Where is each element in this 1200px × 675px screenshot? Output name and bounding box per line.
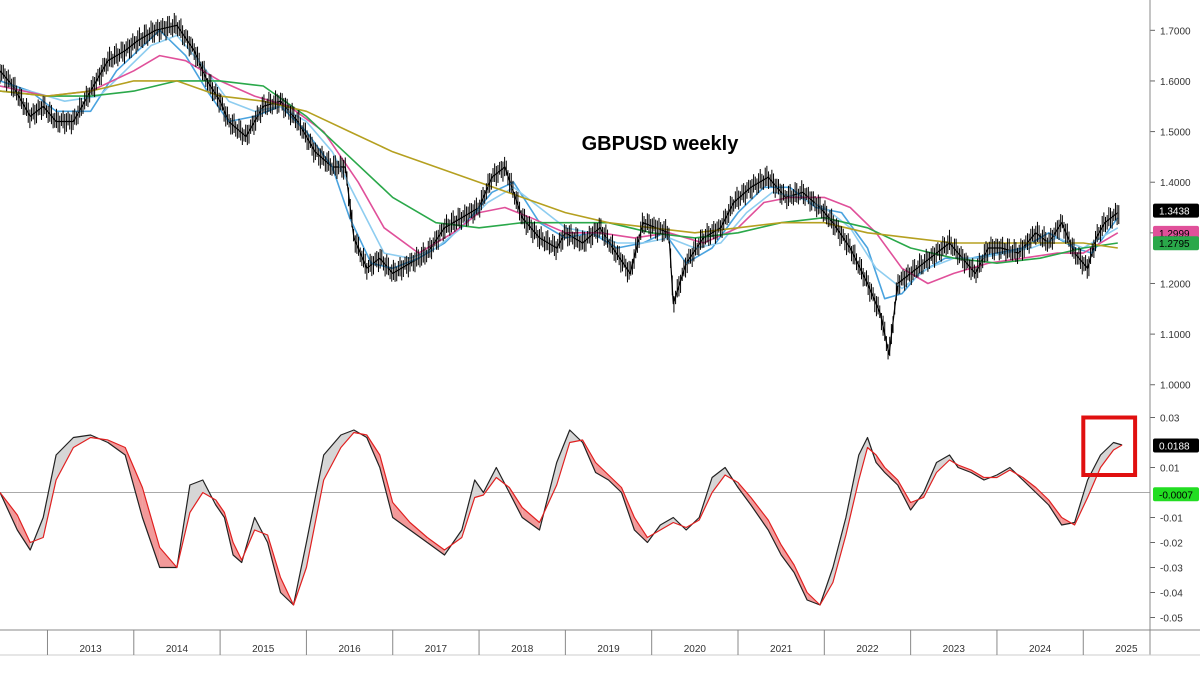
oscillator-fill-segment (410, 522, 428, 543)
oscillator-fill-segment (392, 502, 410, 530)
x-tick-label: 2020 (684, 644, 707, 655)
oscillator-fill-segment (323, 435, 341, 480)
x-tick-label: 2017 (425, 644, 448, 655)
last-value-tag-label: 1.2999 (1159, 229, 1190, 240)
price-y-tick-label: 1.5000 (1160, 128, 1191, 139)
x-tick-label: 2021 (770, 644, 793, 655)
oscillator-fill-segment (1100, 442, 1114, 468)
price-y-tick-label: 1.0000 (1160, 381, 1191, 392)
oscillator-fill-segment (738, 482, 751, 505)
oscillator-fill-segment (845, 455, 859, 535)
axes-layer (0, 0, 1200, 656)
last-value-tag-box (1153, 487, 1199, 502)
oscillator-fill-segment (768, 520, 782, 555)
x-tick-label: 2013 (80, 644, 103, 655)
oscillator-y-tick-label: -0.01 (1160, 514, 1183, 525)
last-value-tag-label: 1.3438 (1159, 207, 1190, 218)
oscillator-fill-segment (189, 480, 203, 513)
price-y-tick-label: 1.1000 (1160, 330, 1191, 341)
series-layer (0, 12, 1123, 606)
oscillator-series-line-oscillator (0, 429, 1123, 606)
oscillator-panel-grid: 0.03 0.01 -0.01 -0.02 -0.03 -0.04 -0.05 (0, 414, 1183, 625)
oscillator-y-tick-label: -0.04 (1160, 589, 1183, 600)
oscillator-fill-segment (595, 462, 609, 480)
x-tick-label: 2024 (1029, 644, 1052, 655)
oscillator-series-line-signal (0, 431, 1123, 606)
oscillator-fill-segment (634, 517, 648, 543)
oscillator-fill-segment (750, 497, 769, 530)
oscillator-fill-segment (43, 455, 57, 538)
price-y-tick-label: 1.2000 (1160, 279, 1191, 290)
x-tick-label: 2015 (252, 644, 275, 655)
oscillator-fill-segment (215, 500, 225, 518)
x-tick-label: 2018 (511, 644, 534, 655)
oscillator-fill-segment (1048, 500, 1062, 525)
x-tick-label: 2023 (943, 644, 966, 655)
oscillator-y-tick-label: -0.02 (1160, 539, 1183, 550)
price-series-line-ma-slow (0, 54, 1119, 285)
price-series-line-ma-very-long (0, 80, 1118, 249)
oscillator-fill-segment (17, 515, 31, 550)
oscillator-fill-segment (474, 480, 484, 498)
highlight-box (1081, 415, 1138, 477)
last-value-tag-box (1153, 203, 1199, 218)
price-series-line-ma-fast (0, 29, 1119, 300)
price-series-line-ma-mid (0, 34, 1119, 290)
oscillator-fill-segment (660, 517, 674, 530)
oscillator-y-tick-label: -0.05 (1160, 614, 1183, 625)
oscillator-y-tick-label: 0.01 (1160, 464, 1180, 475)
last-value-tag-box (1153, 236, 1199, 251)
oscillator-y-tick-label: -0.03 (1160, 564, 1183, 575)
oscillator-fill-area (0, 430, 1123, 605)
x-tick-label: 2025 (1115, 644, 1138, 655)
oscillator-fill-segment (142, 487, 160, 568)
oscillator-fill-segment (56, 437, 74, 480)
oscillator-fill-segment (936, 455, 950, 473)
oscillator-fill-segment (781, 545, 795, 573)
x-axis-ticks: 2013 2014 2015 2016 2017 2018 2019 2020 2021 2022… (46, 630, 1138, 655)
x-tick-label: 2016 (338, 644, 361, 655)
oscillator-fill-segment (884, 467, 898, 485)
oscillator-fill-segment (556, 430, 570, 485)
oscillator-fill-segment (876, 455, 885, 473)
x-tick-label: 2022 (856, 644, 879, 655)
oscillator-fill-segment (794, 565, 808, 600)
oscillator-fill-segment (712, 467, 726, 493)
oscillator-fill-segment (608, 475, 622, 493)
x-tick-label: 2014 (166, 644, 189, 655)
x-tick-label: 2019 (597, 644, 620, 655)
last-value-tag-label: 0.0188 (1159, 442, 1190, 453)
oscillator-y-tick-label: 0.03 (1160, 414, 1180, 425)
price-series-line-gbpusd (0, 24, 1119, 355)
oscillator-fill-segment (379, 455, 393, 518)
oscillator-fill-segment (427, 537, 445, 555)
price-y-tick-label: 1.6000 (1160, 77, 1191, 88)
last-value-tag-label: 1.2795 (1159, 239, 1190, 250)
oscillator-fill-segment (522, 507, 540, 530)
last-value-tag-box (1153, 438, 1199, 453)
oscillator-fill-segment (306, 455, 324, 568)
price-y-tick-label: 1.7000 (1160, 26, 1191, 37)
last-value-tag-label: -0.0007 (1159, 490, 1193, 501)
oscillator-fill-segment (832, 517, 846, 583)
oscillator-fill-segment (858, 437, 868, 480)
price-y-tick-label: 1.4000 (1160, 178, 1191, 189)
chart-title: GBPUSD weekly (582, 133, 740, 155)
oscillator-fill-segment (1035, 487, 1049, 505)
